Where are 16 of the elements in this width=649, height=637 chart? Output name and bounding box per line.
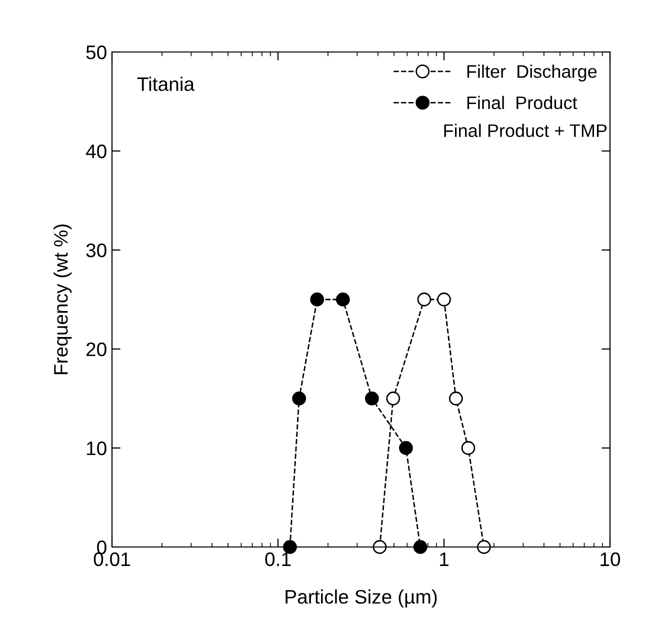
x-tick-label: 0.01 bbox=[94, 552, 130, 566]
y-tick-label: 30 bbox=[86, 243, 106, 258]
x-axis-title: Particle Size (µm) bbox=[286, 589, 437, 608]
annotation: Final Product + TMP bbox=[444, 124, 607, 138]
legend-label: Final Product bbox=[467, 96, 578, 110]
x-tick-label: 10 bbox=[600, 552, 620, 566]
y-tick-label: 0 bbox=[97, 540, 106, 554]
annotation: Titania bbox=[137, 76, 195, 92]
x-tick-label: 0.1 bbox=[265, 552, 291, 566]
legend-label: Filter Discharge bbox=[467, 64, 597, 82]
x-tick-label: 1 bbox=[440, 552, 448, 566]
y-axis-title: Frequency (wt %) bbox=[54, 224, 72, 374]
y-tick-label: 20 bbox=[86, 342, 106, 356]
y-tick-label: 50 bbox=[86, 45, 106, 60]
y-tick-label: 10 bbox=[86, 441, 106, 456]
y-tick-label: 40 bbox=[86, 144, 106, 158]
